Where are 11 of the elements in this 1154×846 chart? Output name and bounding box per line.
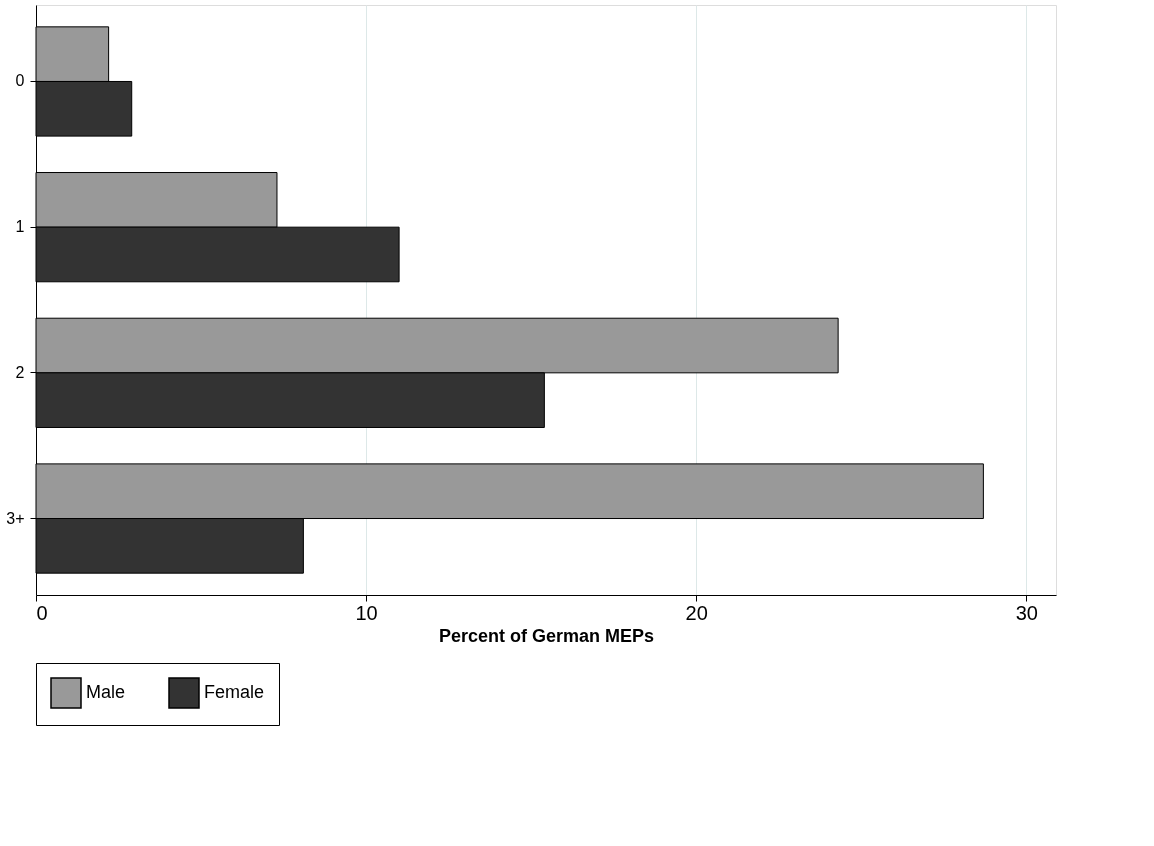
y-tick-label: 0 — [15, 72, 25, 90]
y-tick-label: 1 — [15, 218, 25, 236]
x-tick-label: 30 — [1015, 601, 1038, 624]
x-tick-label: 10 — [355, 601, 378, 624]
x-tick-label: 0 — [36, 601, 48, 624]
legend-label: Female — [204, 682, 265, 702]
y-tick-label: 3+ — [6, 509, 25, 527]
x-axis-title: Percent of German MEPs — [438, 625, 655, 646]
x-tick-label: 20 — [685, 601, 708, 624]
legend-label: Male — [86, 682, 126, 702]
y-tick-label: 2 — [15, 363, 25, 381]
